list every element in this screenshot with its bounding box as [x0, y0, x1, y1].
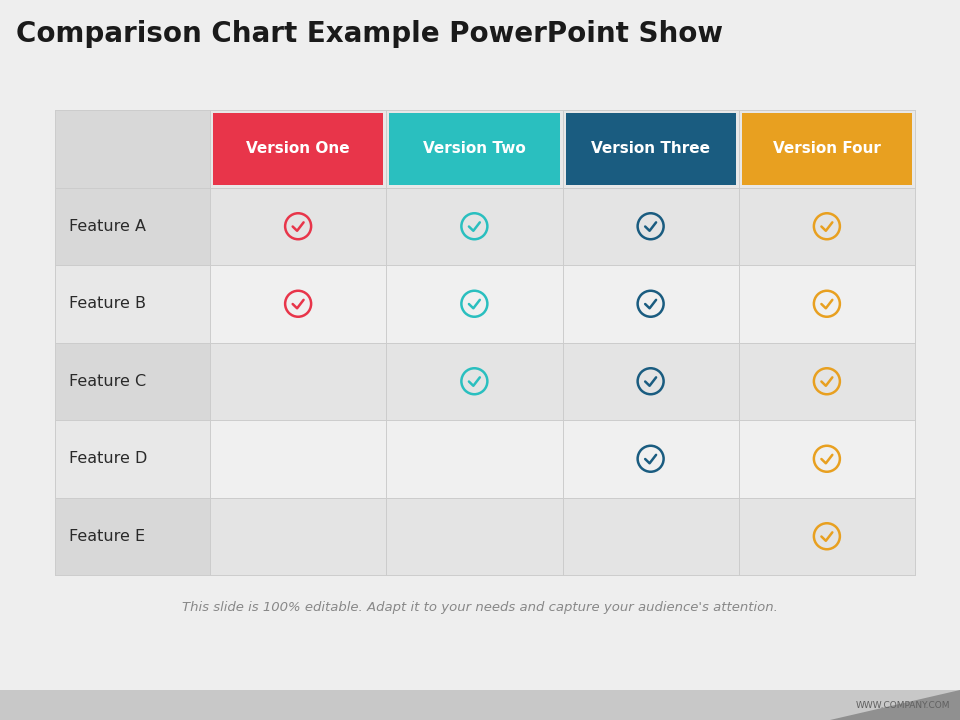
FancyBboxPatch shape: [55, 187, 915, 265]
FancyBboxPatch shape: [55, 343, 915, 420]
FancyBboxPatch shape: [55, 187, 210, 265]
FancyBboxPatch shape: [389, 113, 560, 184]
Text: WWW.COMPANY.COM: WWW.COMPANY.COM: [855, 701, 950, 709]
Text: Version Two: Version Two: [423, 141, 526, 156]
FancyBboxPatch shape: [565, 113, 735, 184]
Text: This slide is 100% editable. Adapt it to your needs and capture your audience's : This slide is 100% editable. Adapt it to…: [182, 601, 778, 614]
Text: Feature E: Feature E: [69, 528, 145, 544]
FancyBboxPatch shape: [0, 690, 960, 720]
Text: Feature C: Feature C: [69, 374, 146, 389]
FancyBboxPatch shape: [55, 110, 915, 187]
Text: Comparison Chart Example PowerPoint Show: Comparison Chart Example PowerPoint Show: [16, 20, 723, 48]
FancyBboxPatch shape: [55, 265, 915, 343]
Text: Feature A: Feature A: [69, 219, 146, 234]
Text: Feature B: Feature B: [69, 296, 146, 311]
Polygon shape: [830, 690, 960, 720]
Text: Version Four: Version Four: [773, 141, 881, 156]
FancyBboxPatch shape: [213, 113, 383, 184]
FancyBboxPatch shape: [55, 110, 210, 187]
FancyBboxPatch shape: [55, 498, 210, 575]
FancyBboxPatch shape: [55, 420, 210, 498]
FancyBboxPatch shape: [55, 420, 915, 498]
Text: Version One: Version One: [247, 141, 350, 156]
FancyBboxPatch shape: [55, 110, 915, 575]
FancyBboxPatch shape: [742, 113, 912, 184]
FancyBboxPatch shape: [55, 498, 915, 575]
Text: Feature D: Feature D: [69, 451, 148, 467]
FancyBboxPatch shape: [55, 265, 210, 343]
FancyBboxPatch shape: [55, 343, 210, 420]
Text: Version Three: Version Three: [591, 141, 710, 156]
